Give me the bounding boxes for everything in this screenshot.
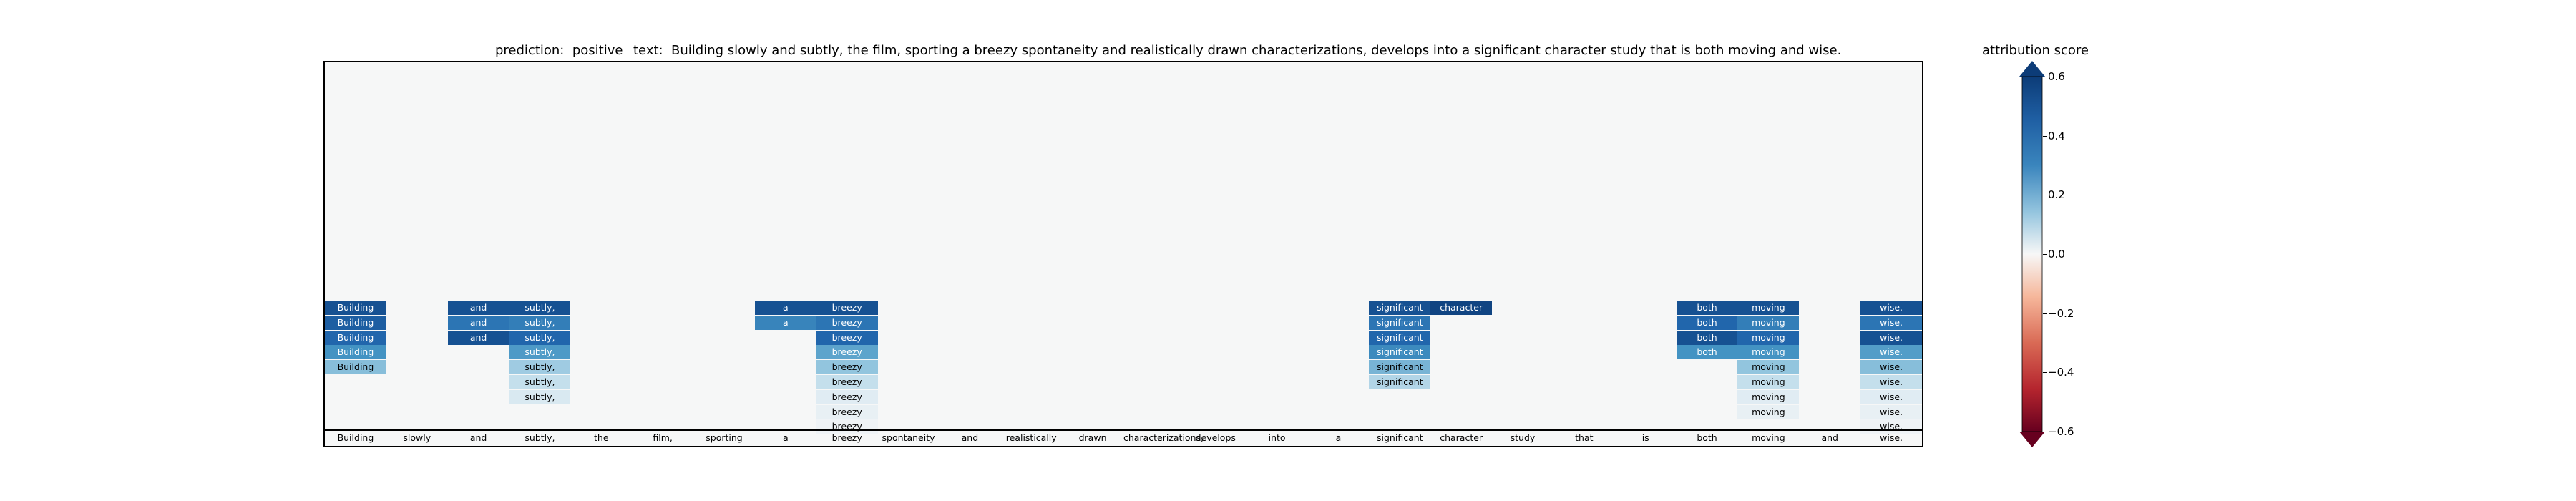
colorbar-extend-top [2019,61,2045,77]
heatmap-cell: and [447,330,509,345]
heatmap-cell: and [447,301,509,315]
colorbar-tick-label: 0.6 [2048,70,2065,83]
colorbar-tick-label: 0.2 [2048,188,2065,202]
heatmap-cell: wise. [1860,389,1922,404]
heatmap-cell: Building [325,345,386,360]
heatmap-cell: breezy [816,315,878,330]
heatmap-cell: moving [1737,301,1800,315]
token-label: and [961,432,979,443]
heatmap-cell: both [1676,315,1738,330]
heatmap-cell: moving [1737,315,1800,330]
heatmap-cell: Building [325,315,386,330]
token-label: and [1821,432,1838,443]
colorbar-tick-mark [2043,254,2047,255]
colorbar-tick-mark [2043,135,2047,137]
token-label: is [1641,432,1649,443]
heatmap-cell: wise. [1860,330,1922,345]
heatmap-cell: breezy [816,360,878,375]
heatmap-cell: moving [1737,375,1800,389]
prediction-label: prediction: positive [495,43,623,58]
heatmap-cell: character [1430,301,1493,315]
input-text-label: text: Building slowly and subtly, the fi… [633,43,1842,58]
token-label: a [1335,432,1342,443]
heatmap-cell: subtly, [509,345,571,360]
token-label: and [469,432,487,443]
colorbar-title: attribution score [1982,43,2089,58]
heatmap-cell: wise. [1860,315,1922,330]
colorbar-tick-label: −0.6 [2048,425,2074,438]
heatmap-cell: moving [1737,389,1800,404]
colorbar-tick-label: 0.4 [2048,129,2065,142]
baseline-axis [325,429,1922,431]
heatmap-cell: significant [1369,360,1431,375]
token-label: Building [337,432,374,443]
token-label: slowly [403,432,431,443]
token-label: the [594,432,609,443]
heatmap-cell: breezy [816,301,878,315]
heatmap-cell: subtly, [509,375,571,389]
heatmap-cell: significant [1369,345,1431,360]
heatmap-cell: a [754,315,816,330]
heatmap-cell: both [1676,301,1738,315]
heatmap-cell: wise. [1860,404,1922,419]
token-label: film, [653,432,673,443]
heatmap-cell: breezy [816,345,878,360]
heatmap-cell: both [1676,330,1738,345]
heatmap-cell: a [754,301,816,315]
heatmap-cell: subtly, [509,315,571,330]
token-label: develops [1195,432,1236,443]
colorbar-tick-label: −0.4 [2048,366,2074,379]
heatmap-cell: breezy [816,375,878,389]
colorbar-body [2021,76,2043,432]
colorbar-tick-mark [2043,313,2047,314]
token-label: that [1575,432,1594,443]
colorbar-tick-label: 0.0 [2048,248,2065,261]
heatmap-cell: wise. [1860,375,1922,389]
token-label: a [783,432,789,443]
token-label: breezy [831,432,862,443]
heatmap-cell: and [447,315,509,330]
heatmap-cell: moving [1737,360,1800,375]
heatmap-cell: breezy [816,330,878,345]
token-label: moving [1752,432,1785,443]
token-label: realistically [1005,432,1057,443]
token-label: significant [1377,432,1423,443]
token-label: study [1510,432,1536,443]
token-label: subtly, [525,432,555,443]
heatmap-cell: breezy [816,404,878,419]
token-label: characterizations, [1123,432,1204,443]
token-label: wise. [1880,432,1903,443]
heatmap-plot: Building Building Building Building Building… [323,61,1923,447]
token-label: sporting [706,432,743,443]
heatmap-cell: significant [1369,330,1431,345]
token-label: both [1697,432,1717,443]
heatmap-cell: moving [1737,330,1800,345]
heatmap-cell: subtly, [509,360,571,375]
token-label: drawn [1078,432,1107,443]
heatmap-cell: subtly, [509,301,571,315]
heatmap-cell: wise. [1860,345,1922,360]
heatmap-cell: Building [325,301,386,315]
heatmap-cell: Building [325,360,386,375]
heatmap-cell: breezy [816,389,878,404]
token-label: into [1268,432,1286,443]
heatmap-cell: significant [1369,375,1431,389]
heatmap-cell: moving [1737,404,1800,419]
heatmap-cell: wise. [1860,360,1922,375]
heatmap-cell: moving [1737,345,1800,360]
heatmap-cell: significant [1369,315,1431,330]
colorbar-tick-mark [2043,372,2047,374]
colorbar-extend-bottom [2019,432,2045,447]
heatmap-cell: significant [1369,301,1431,315]
token-label: character [1440,432,1483,443]
heatmap-cell: Building [325,330,386,345]
heatmap-cell: both [1676,345,1738,360]
colorbar [2019,61,2045,447]
heatmap-cell: subtly, [509,389,571,404]
colorbar-tick-label: −0.2 [2048,306,2074,320]
heatmap-cell: wise. [1860,301,1922,315]
heatmap-cell: subtly, [509,330,571,345]
token-label: spontaneity [882,432,935,443]
